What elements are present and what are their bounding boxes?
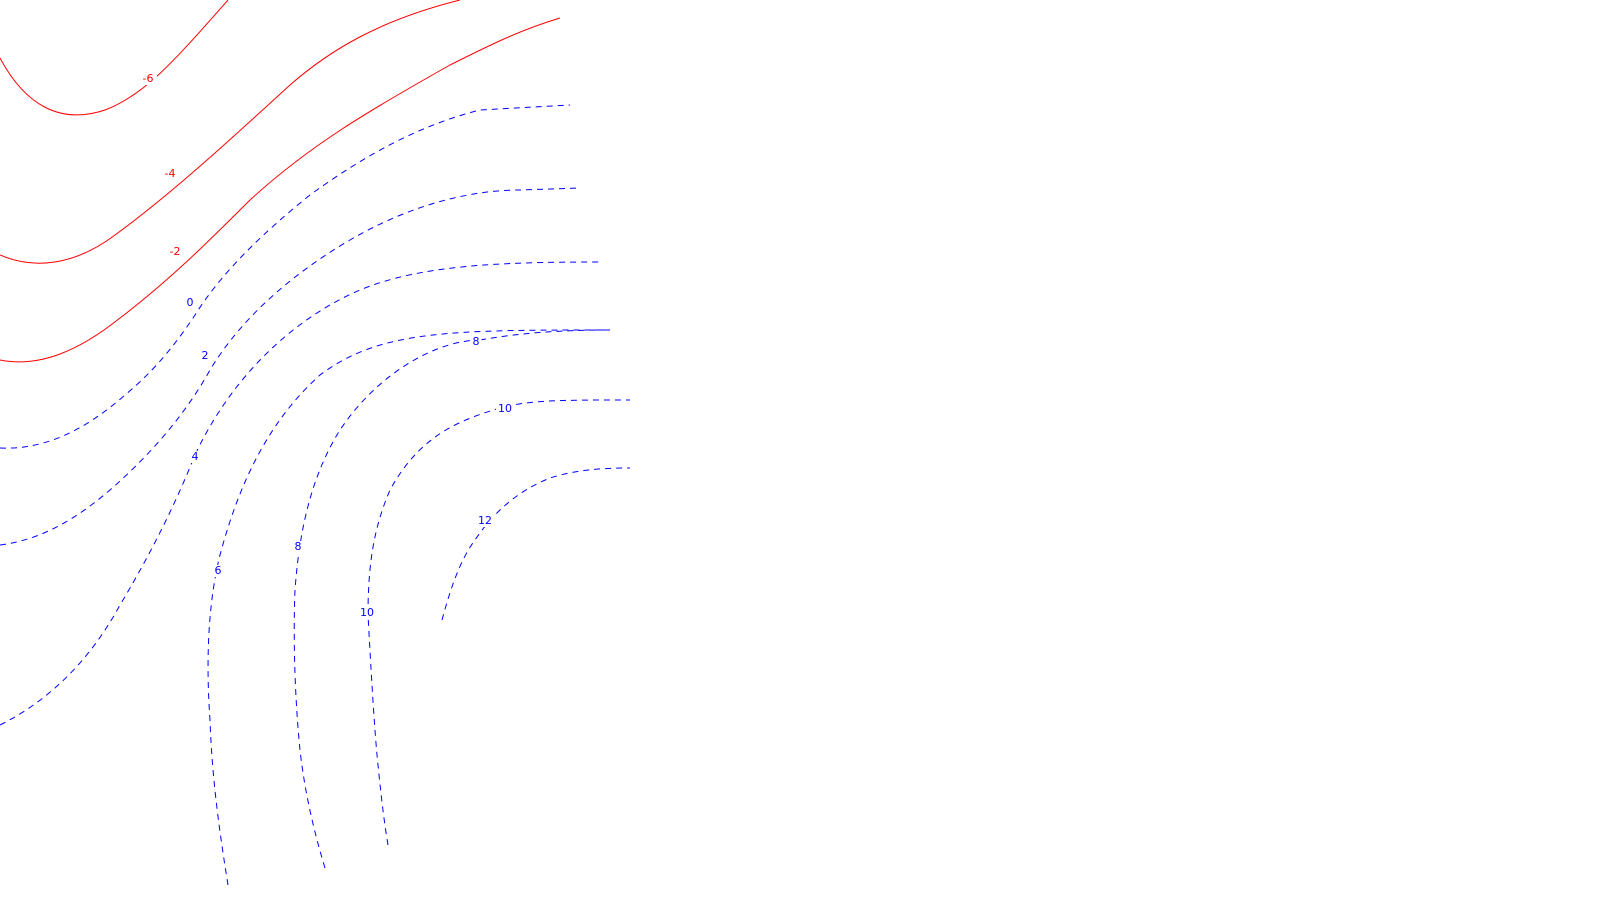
contour-label-background (139, 73, 157, 85)
contour-line-pos-4-5 (0, 261, 601, 726)
contour-label: -4 (165, 167, 176, 180)
contour-label: 6 (215, 564, 222, 577)
contour-line-neg-2-2 (0, 17, 561, 363)
contour-label: 4 (192, 450, 199, 463)
contour-label: 10 (360, 606, 374, 619)
contour-label-background (358, 607, 376, 619)
contour-line-pos-10-9 (367, 399, 631, 846)
contour-label-background (476, 515, 494, 527)
contour-label-background (199, 350, 211, 362)
contour-label: -2 (170, 245, 181, 258)
contour-label: 12 (478, 514, 492, 527)
contour-line-neg-6-0 (0, 0, 229, 116)
contour-label-background (189, 451, 201, 463)
contour-label-background (292, 541, 304, 553)
contour-line-pos-8-7 (293, 339, 481, 869)
contour-label-background (496, 403, 514, 415)
contour-label-background (470, 336, 482, 348)
contour-line-neg-4-1 (0, 0, 461, 264)
contour-line-pos-8-8 (479, 329, 611, 341)
contour-label: -6 (143, 72, 154, 85)
contour-label: 8 (473, 335, 480, 348)
contour-label: 2 (202, 349, 209, 362)
contour-line-pos-2-4 (0, 187, 581, 546)
contour-label-background (166, 246, 184, 258)
contour-label-background (212, 565, 224, 577)
contour-label-background (161, 168, 179, 180)
contour-line-pos-6-6 (207, 329, 611, 886)
contour-label-background (184, 297, 196, 309)
contour-line-pos-12-11 (441, 467, 631, 621)
contour-label: 8 (295, 540, 302, 553)
contour-label: 0 (187, 296, 194, 309)
contour-label: 10 (498, 402, 512, 415)
contour-line-pos-0-3 (0, 104, 571, 449)
